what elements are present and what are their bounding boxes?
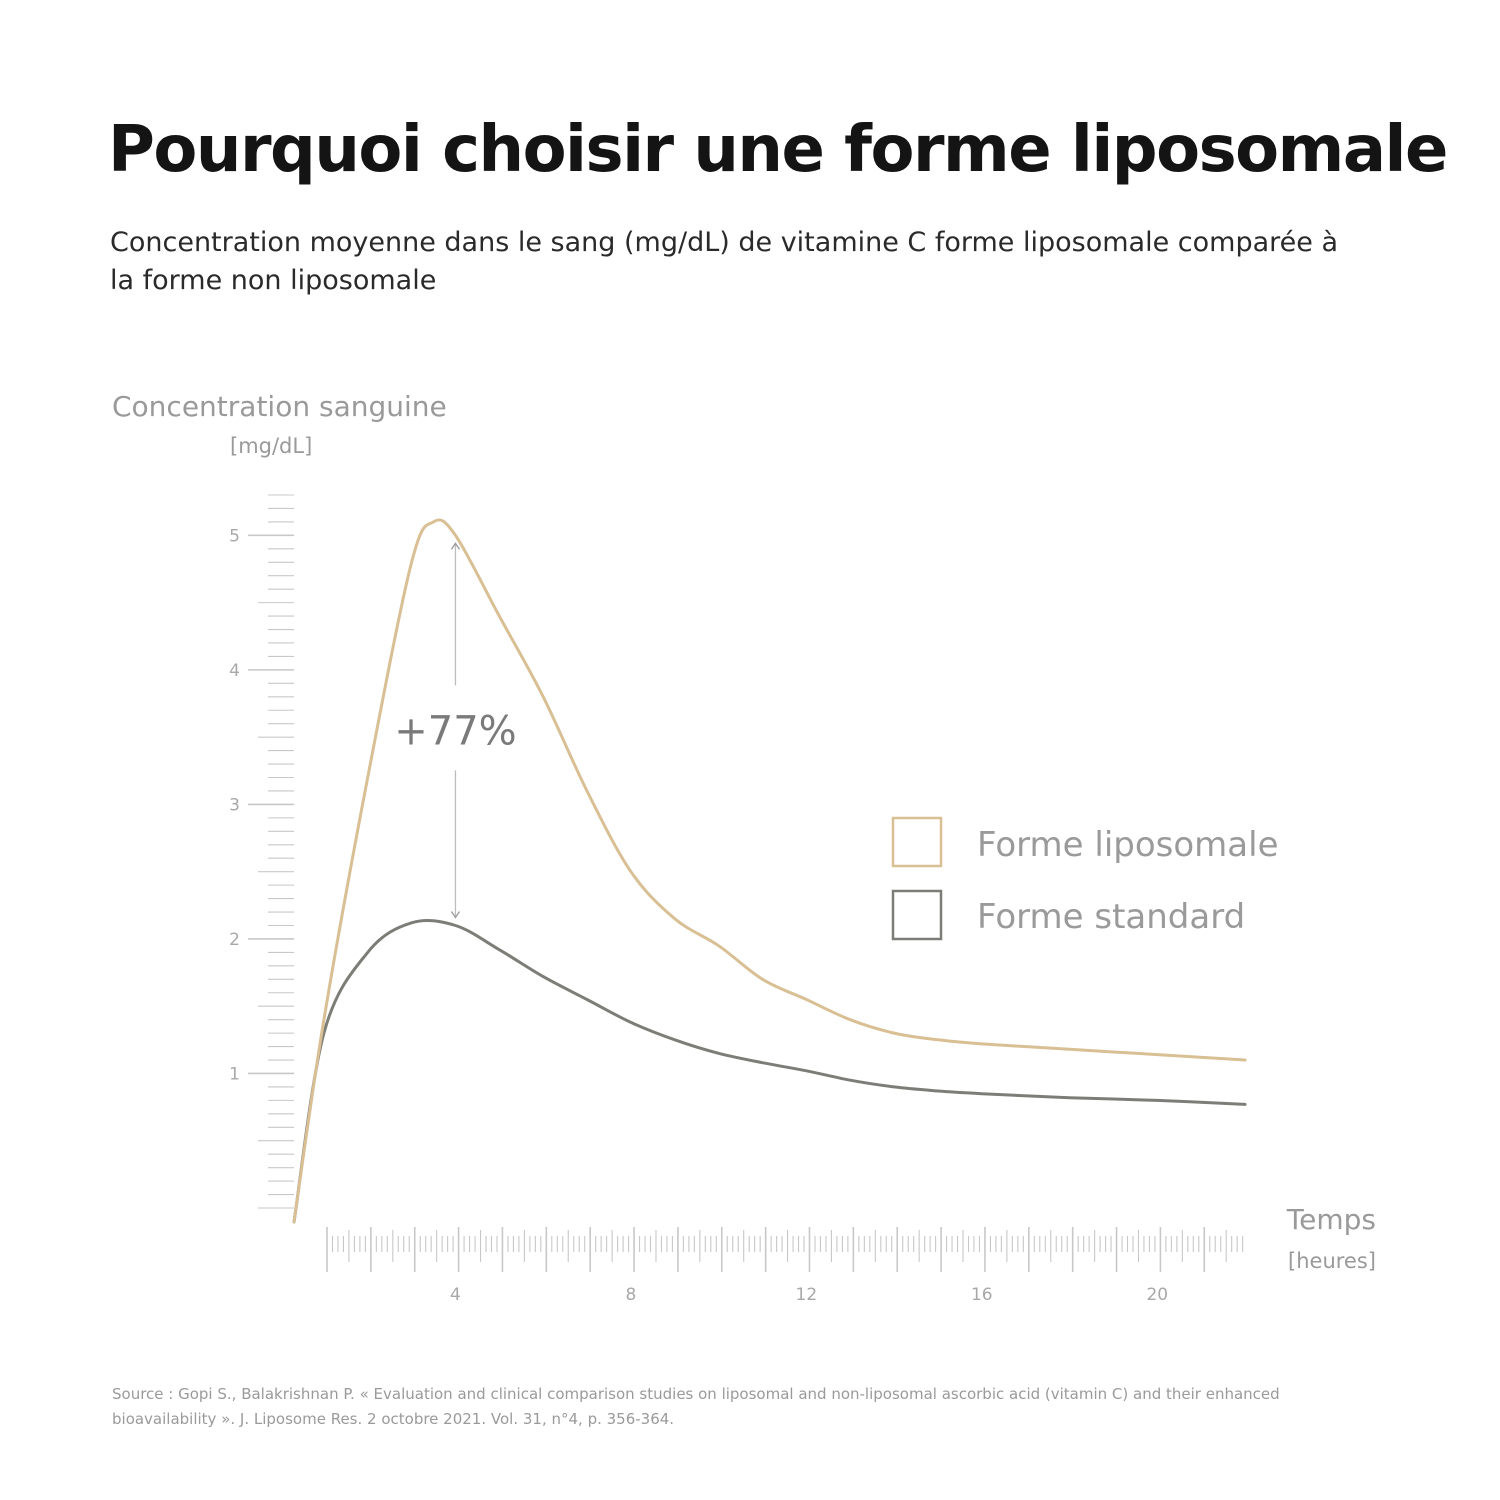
- y-tick-label: 5: [229, 526, 240, 546]
- y-tick-label: 2: [229, 930, 240, 950]
- legend: Forme liposomale Forme standard: [891, 816, 1278, 941]
- x-axis-ruler: [326, 1227, 1244, 1272]
- source-citation: Source : Gopi S., Balakrishnan P. « Eval…: [112, 1385, 1280, 1428]
- page-title: Pourquoi choisir une forme liposomale: [108, 113, 1448, 187]
- y-axis-label: Concentration sanguine: [112, 390, 447, 423]
- legend-label-standard: Forme standard: [977, 897, 1245, 937]
- y-axis-unit: [mg/dL]: [230, 434, 312, 458]
- x-tick-label: 12: [796, 1285, 818, 1305]
- y-tick-label: 4: [229, 661, 240, 681]
- x-tick-labels: 4 8 12 16 20: [450, 1285, 1168, 1305]
- series-line-forme-liposomale: [292, 518, 1247, 1224]
- chart-subtitle: Concentration moyenne dans le sang (mg/d…: [110, 227, 1338, 296]
- arrowhead-down-icon: [450, 911, 460, 919]
- difference-annotation: +77%: [394, 542, 517, 919]
- annotation-label: +77%: [394, 708, 516, 754]
- x-tick-label: 8: [625, 1285, 636, 1305]
- y-tick-label: 1: [229, 1064, 240, 1084]
- x-axis-unit: [heures]: [1288, 1249, 1376, 1273]
- y-tick-label: 3: [229, 795, 240, 815]
- legend-label-liposomale: Forme liposomale: [977, 825, 1278, 865]
- y-axis-ruler: [248, 494, 294, 1209]
- legend-swatch-liposomale: [891, 816, 943, 868]
- y-tick-labels: 1 2 3 4 5: [229, 526, 240, 1084]
- x-axis-label: Temps: [1286, 1203, 1376, 1236]
- x-tick-label: 16: [971, 1285, 993, 1305]
- x-tick-label: 4: [450, 1285, 461, 1305]
- legend-swatch-standard: [891, 889, 943, 941]
- arrowhead-up-icon: [450, 542, 460, 550]
- series-line-forme-standard: [292, 918, 1247, 1224]
- x-tick-label: 20: [1146, 1285, 1168, 1305]
